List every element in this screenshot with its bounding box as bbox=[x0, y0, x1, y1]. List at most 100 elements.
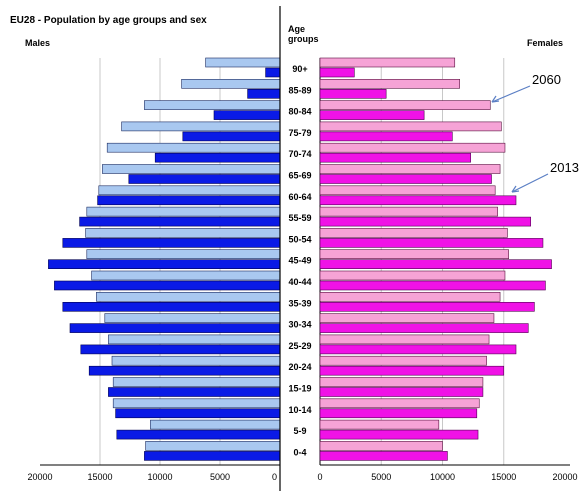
female-bar-2013 bbox=[319, 67, 355, 78]
age-group-label: 15-19 bbox=[288, 384, 311, 394]
female-bar-2060 bbox=[319, 228, 508, 238]
female-bar-2013 bbox=[319, 365, 505, 376]
female-bar-2013 bbox=[319, 301, 535, 312]
age-group-label: 65-69 bbox=[288, 171, 311, 181]
age-group-label: 5-9 bbox=[293, 426, 306, 436]
female-bar-2013 bbox=[319, 259, 552, 270]
age-group-label: 70-74 bbox=[288, 149, 311, 159]
female-bar-2060 bbox=[319, 334, 490, 345]
age-group-labels: 90+ 85-89 80-84 75-79 70-74 65-69 60-64 55-59 50… bbox=[288, 64, 311, 457]
female-bar-2060 bbox=[319, 398, 480, 409]
males-tick-label: 20000 bbox=[27, 472, 52, 482]
male-bar-2013 bbox=[247, 89, 281, 99]
male-bar-2013 bbox=[97, 195, 281, 206]
females-tick-label: 0 bbox=[317, 472, 322, 482]
age-group-label: 0-4 bbox=[293, 447, 306, 457]
age-groups-header-line1: Age bbox=[288, 24, 305, 34]
male-bar-2013 bbox=[62, 301, 281, 312]
male-bar-2013 bbox=[144, 451, 281, 461]
females-tick-label: 15000 bbox=[491, 472, 516, 482]
male-bar-2013 bbox=[213, 110, 281, 120]
annotation-arrow-2013 bbox=[511, 173, 549, 193]
female-bar-2060 bbox=[319, 79, 460, 89]
female-bar-2060 bbox=[319, 377, 484, 387]
female-bar-2013 bbox=[319, 451, 448, 461]
male-bar-2013 bbox=[116, 429, 281, 440]
age-group-label: 30-34 bbox=[288, 320, 311, 330]
female-bar-2060 bbox=[319, 291, 501, 302]
male-bar-2060 bbox=[112, 377, 281, 387]
male-bar-2060 bbox=[112, 398, 281, 409]
male-bar-2060 bbox=[85, 228, 281, 238]
male-bar-2013 bbox=[80, 344, 281, 355]
female-bar-2060 bbox=[319, 249, 509, 259]
annotation-2060: 2060 bbox=[532, 72, 561, 87]
age-group-label: 45-49 bbox=[288, 256, 311, 266]
male-bar-2060 bbox=[96, 291, 281, 302]
males-tick-label: 5000 bbox=[210, 472, 230, 482]
female-bar-2013 bbox=[319, 110, 425, 120]
female-bar-2060 bbox=[319, 419, 440, 430]
male-bar-2013 bbox=[69, 323, 281, 333]
female-bar-2060 bbox=[319, 121, 502, 132]
females-bars bbox=[319, 57, 552, 461]
male-bar-2060 bbox=[98, 185, 281, 196]
females-label: Females bbox=[527, 38, 563, 48]
female-bar-2013 bbox=[319, 280, 546, 291]
females-tick-label: 5000 bbox=[371, 472, 391, 482]
female-bar-2060 bbox=[319, 313, 495, 323]
male-bar-2013 bbox=[108, 387, 281, 397]
male-bar-2013 bbox=[154, 152, 281, 163]
male-bar-2060 bbox=[108, 334, 281, 345]
male-bar-2060 bbox=[144, 100, 281, 110]
female-bar-2013 bbox=[319, 238, 544, 248]
male-bar-2060 bbox=[102, 164, 281, 174]
male-bar-2013 bbox=[79, 216, 281, 227]
annotation-2013: 2013 bbox=[550, 160, 579, 175]
male-bar-2013 bbox=[54, 280, 281, 291]
age-group-label: 35-39 bbox=[288, 298, 311, 308]
females-tick-label: 10000 bbox=[430, 472, 455, 482]
male-bar-2013 bbox=[88, 365, 281, 376]
age-group-label: 85-89 bbox=[288, 85, 311, 95]
age-group-label: 40-44 bbox=[288, 277, 311, 287]
age-groups-header-line2: groups bbox=[288, 34, 319, 44]
female-bar-2013 bbox=[319, 195, 517, 206]
female-bar-2060 bbox=[319, 142, 506, 153]
male-bar-2013 bbox=[265, 67, 281, 78]
age-group-label: 50-54 bbox=[288, 234, 311, 244]
age-group-label: 20-24 bbox=[288, 362, 311, 372]
female-bar-2013 bbox=[319, 152, 471, 163]
male-bar-2060 bbox=[145, 441, 281, 451]
female-bar-2013 bbox=[319, 408, 478, 419]
female-bar-2060 bbox=[319, 206, 498, 217]
age-group-label: 90+ bbox=[292, 64, 307, 74]
female-bar-2013 bbox=[319, 387, 484, 397]
male-bar-2060 bbox=[86, 206, 281, 217]
female-bar-2013 bbox=[319, 89, 387, 99]
males-bars bbox=[48, 57, 281, 461]
females-tick-label: 20000 bbox=[552, 472, 577, 482]
axis-tick-labels: 20000 15000 10000 5000 0 0 5000 10000 15000 20000 bbox=[27, 472, 577, 482]
female-bar-2060 bbox=[319, 57, 456, 68]
female-bar-2060 bbox=[319, 100, 491, 110]
female-bar-2013 bbox=[319, 323, 529, 333]
age-group-label: 25-29 bbox=[288, 341, 311, 351]
male-bar-2013 bbox=[48, 259, 281, 270]
year-annotations: 2060 2013 bbox=[491, 72, 579, 193]
male-bar-2060 bbox=[150, 419, 281, 430]
male-bar-2060 bbox=[205, 57, 281, 68]
male-bar-2013 bbox=[182, 131, 281, 142]
males-label: Males bbox=[25, 38, 50, 48]
female-bar-2060 bbox=[319, 355, 487, 366]
male-bar-2060 bbox=[104, 313, 281, 323]
male-bar-2060 bbox=[91, 270, 281, 281]
female-bar-2060 bbox=[319, 164, 501, 174]
age-group-label: 60-64 bbox=[288, 192, 311, 202]
age-group-label: 80-84 bbox=[288, 107, 311, 117]
female-bar-2013 bbox=[319, 429, 479, 440]
age-group-label: 10-14 bbox=[288, 405, 311, 415]
male-bar-2013 bbox=[115, 408, 281, 419]
male-bar-2060 bbox=[106, 142, 281, 153]
